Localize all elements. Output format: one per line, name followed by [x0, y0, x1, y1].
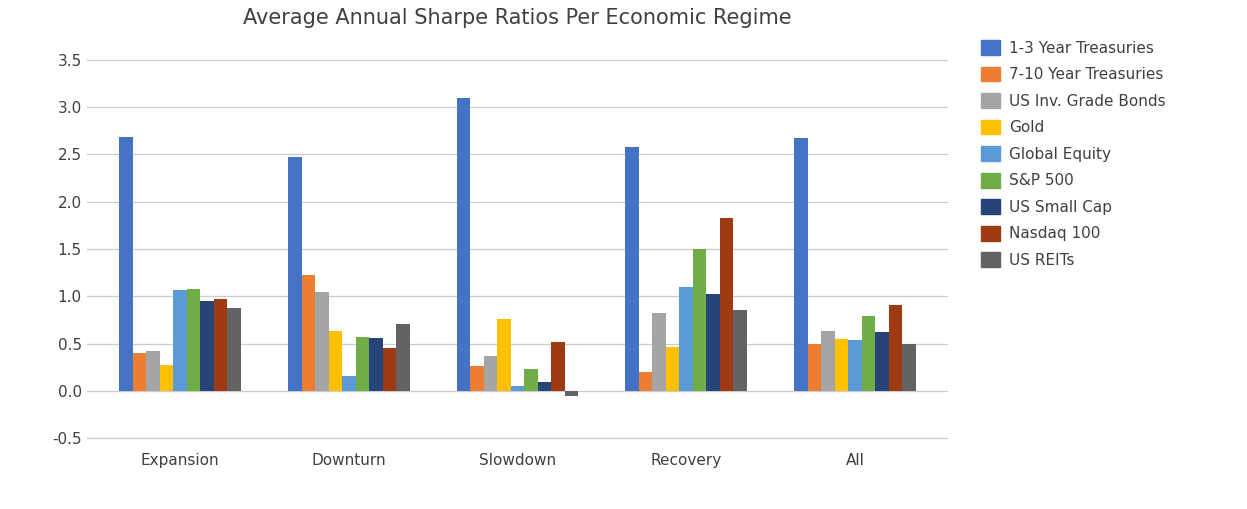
- Bar: [652, 314, 666, 391]
- Bar: [120, 137, 133, 391]
- Bar: [875, 332, 889, 391]
- Bar: [511, 386, 524, 391]
- Bar: [720, 218, 733, 391]
- Bar: [187, 289, 201, 391]
- Bar: [808, 344, 822, 391]
- Bar: [383, 348, 397, 391]
- Legend: 1-3 Year Treasuries, 7-10 Year Treasuries, US Inv. Grade Bonds, Gold, Global Equ: 1-3 Year Treasuries, 7-10 Year Treasurie…: [981, 40, 1165, 268]
- Bar: [889, 305, 902, 391]
- Bar: [902, 344, 915, 391]
- Bar: [315, 292, 328, 391]
- Bar: [666, 347, 680, 391]
- Bar: [524, 370, 537, 391]
- Bar: [160, 364, 173, 391]
- Bar: [498, 319, 511, 391]
- Bar: [794, 138, 808, 391]
- Bar: [626, 147, 638, 391]
- Bar: [707, 294, 720, 391]
- Bar: [133, 353, 146, 391]
- Bar: [537, 382, 551, 391]
- Bar: [551, 342, 565, 391]
- Bar: [733, 309, 747, 391]
- Bar: [146, 351, 160, 391]
- Bar: [848, 340, 862, 391]
- Bar: [397, 324, 409, 391]
- Bar: [288, 157, 302, 391]
- Bar: [213, 299, 227, 391]
- Bar: [862, 316, 875, 391]
- Bar: [173, 290, 187, 391]
- Bar: [369, 338, 383, 391]
- Bar: [470, 365, 484, 391]
- Bar: [822, 331, 834, 391]
- Bar: [693, 249, 707, 391]
- Title: Average Annual Sharpe Ratios Per Economic Regime: Average Annual Sharpe Ratios Per Economi…: [243, 8, 792, 28]
- Bar: [484, 356, 498, 391]
- Bar: [456, 98, 470, 391]
- Bar: [342, 376, 355, 391]
- Bar: [565, 391, 579, 396]
- Bar: [355, 337, 369, 391]
- Bar: [227, 308, 241, 391]
- Bar: [201, 301, 213, 391]
- Bar: [302, 275, 315, 391]
- Bar: [328, 331, 342, 391]
- Bar: [680, 287, 693, 391]
- Bar: [638, 372, 652, 391]
- Bar: [834, 339, 848, 391]
